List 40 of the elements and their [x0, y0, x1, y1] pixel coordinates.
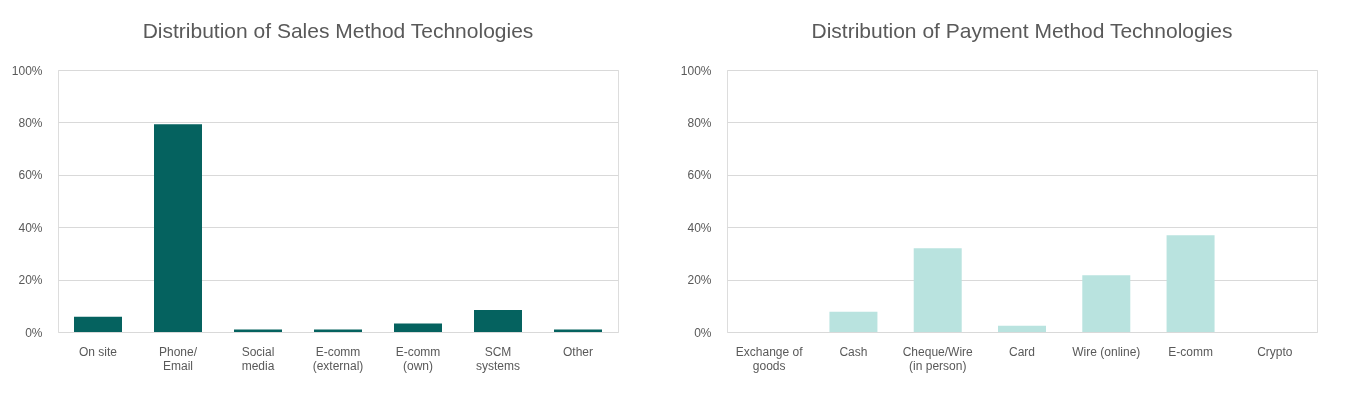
- x-tick-label: E-comm (external): [312, 344, 364, 373]
- y-tick-label: 40%: [18, 220, 43, 235]
- y-tick-label: 100%: [680, 63, 712, 78]
- x-tick-label: Cheque/Wire (in person): [902, 344, 974, 373]
- y-tick-label: 60%: [18, 168, 43, 183]
- x-tick-label: E-comm: [1168, 344, 1213, 359]
- bar: [829, 311, 878, 332]
- y-tick-label: 80%: [687, 115, 712, 130]
- bar: [234, 329, 282, 332]
- chart-title: Distribution of Payment Method Technologies: [811, 19, 1233, 42]
- bar: [474, 309, 522, 332]
- bar: [74, 316, 122, 332]
- bar: [1082, 275, 1131, 332]
- bar: [314, 329, 362, 332]
- y-tick-label: 0%: [25, 325, 43, 340]
- x-tick-label: E-comm (own): [395, 344, 441, 373]
- bar: [998, 325, 1046, 332]
- bar: [154, 124, 202, 332]
- x-tick-label: SCM systems: [475, 344, 521, 373]
- y-tick-label: 60%: [687, 168, 712, 183]
- y-tick-label: 40%: [687, 220, 712, 235]
- y-tick-label: 0%: [694, 325, 712, 340]
- chart-title: Distribution of Sales Method Technologies: [142, 19, 534, 42]
- bar: [913, 248, 962, 332]
- x-tick-label: Phone/ Email: [158, 344, 198, 373]
- y-tick-label: 20%: [687, 273, 712, 288]
- x-tick-label: Crypto: [1257, 344, 1293, 359]
- x-tick-label: Exchange of goods: [735, 344, 804, 373]
- x-tick-label: Social media: [241, 344, 275, 373]
- y-tick-label: 80%: [18, 115, 43, 130]
- x-tick-label: Card: [1008, 344, 1036, 359]
- x-tick-label: Wire (online): [1072, 344, 1141, 359]
- x-tick-label: Cash: [839, 344, 868, 359]
- y-tick-label: 100%: [11, 63, 43, 78]
- y-tick-label: 20%: [18, 273, 43, 288]
- bar: [1166, 235, 1215, 332]
- bar: [394, 323, 442, 332]
- x-tick-label: On site: [78, 344, 118, 359]
- bar: [554, 329, 602, 332]
- x-tick-label: Other: [562, 344, 594, 359]
